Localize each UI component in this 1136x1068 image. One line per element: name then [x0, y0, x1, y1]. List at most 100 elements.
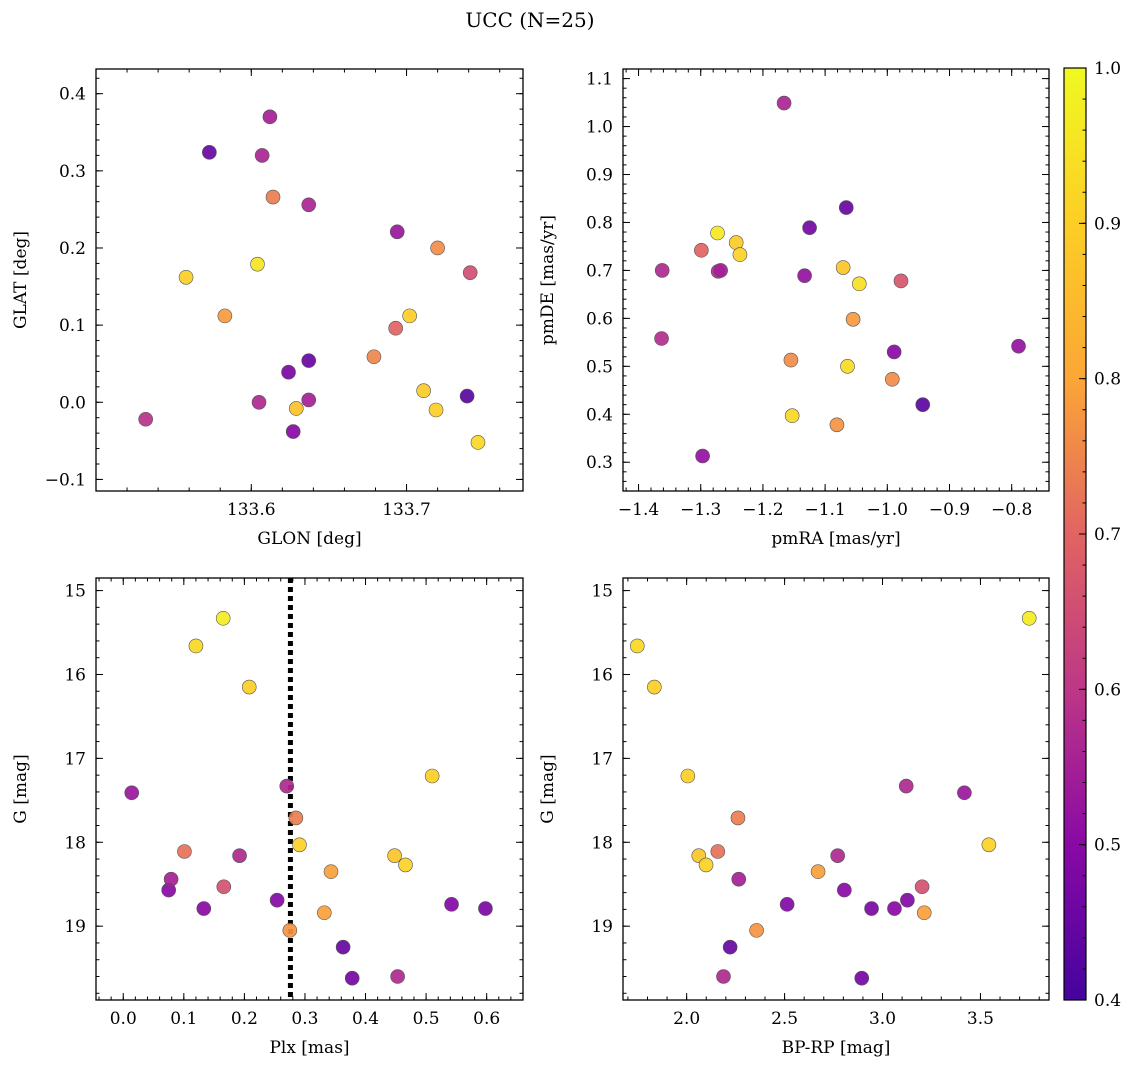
scatter-point	[269, 892, 285, 908]
scatter-point	[262, 109, 278, 125]
scatter-point	[390, 969, 405, 984]
y-tick-label: 0.9	[586, 166, 613, 186]
scatter-point	[852, 276, 867, 292]
y-tick-label: 1.0	[586, 118, 613, 138]
x-tick-label: −1.2	[742, 500, 783, 520]
x-tick-label: 2.5	[771, 1009, 798, 1029]
y-tick-label: 0.7	[586, 261, 613, 281]
y-axis-label: G [mag]	[538, 754, 558, 823]
x-axis-label: pmRA [mas/yr]	[771, 529, 900, 549]
scatter-point	[710, 844, 726, 859]
scatter-point	[163, 871, 179, 887]
x-tick-label: 0.6	[473, 1009, 500, 1029]
scatter-point	[898, 778, 914, 794]
panel-4: 2.0 2.5 3.0 3.5 15 16 17 18 19 BP-RP [mag] G [mag]	[538, 577, 1050, 1058]
scatter-point	[478, 901, 493, 916]
scatter-point	[680, 768, 696, 784]
x-tick-label: 133.6	[227, 500, 276, 520]
colorbar-tick-label: 0.7	[1094, 525, 1121, 545]
scatter-point	[854, 970, 870, 986]
scatter-point	[430, 240, 445, 256]
scatter-point	[301, 197, 317, 213]
scatter-point	[694, 242, 709, 258]
y-tick-label: 0.8	[586, 213, 613, 233]
colorbar-tick-label: 0.6	[1094, 680, 1121, 700]
scatter-point	[317, 905, 332, 921]
scatter-point	[730, 810, 746, 826]
scatter-point	[402, 308, 417, 324]
scatter-point	[981, 837, 997, 853]
colorbar-tick-label: 0.5	[1094, 836, 1121, 856]
scatter-point	[188, 638, 204, 654]
colorbar-tick-label: 0.8	[1094, 370, 1121, 390]
scatter-point	[301, 392, 317, 408]
scatter-point	[884, 371, 900, 387]
scatter-point	[335, 939, 351, 955]
scatter-point	[344, 970, 360, 986]
y-axis-label: pmDE [mas/yr]	[538, 215, 558, 345]
scatter-point	[124, 785, 140, 801]
scatter-point	[914, 879, 930, 895]
scatter-point	[470, 435, 486, 450]
scatter-point	[241, 679, 257, 695]
axes-frame	[622, 577, 1050, 1001]
y-axis-label: G [mag]	[11, 754, 31, 823]
colorbar: 0.4 0.5 0.6 0.7 0.8 0.9 1.0	[1063, 59, 1121, 1011]
scatter-point	[654, 331, 669, 346]
scatter-point	[710, 225, 725, 241]
scatter-point	[196, 901, 212, 916]
x-tick-label: 2.0	[673, 1009, 700, 1029]
x-tick-label: 3.0	[869, 1009, 896, 1029]
y-tick-label: 0.4	[586, 405, 613, 425]
scatter-point	[301, 353, 317, 368]
scatter-point	[1021, 610, 1037, 626]
scatter-point	[424, 768, 440, 784]
scatter-point	[444, 897, 459, 912]
scatter-point	[215, 610, 231, 626]
y-tick-label: 0.5	[586, 357, 613, 377]
scatter-point	[323, 864, 339, 879]
scatter-point	[829, 417, 845, 433]
scatter-point	[265, 189, 281, 205]
figure-title: UCC (N=25)	[465, 8, 594, 32]
scatter-point	[783, 352, 799, 368]
scatter-point	[784, 408, 800, 424]
y-tick-label: 16	[591, 665, 613, 685]
scatter-point	[837, 882, 852, 898]
scatter-point	[366, 349, 382, 365]
y-tick-label: 18	[64, 833, 86, 853]
scatter-point	[232, 848, 247, 863]
y-tick-label: 0.0	[59, 393, 86, 413]
scatter-point	[732, 247, 748, 262]
scatter-point	[138, 411, 153, 427]
y-tick-label: −0.1	[45, 470, 86, 490]
scatter-point	[695, 448, 710, 464]
y-tick-label: 0.1	[59, 316, 86, 336]
colorbar-tick-label: 0.9	[1094, 214, 1121, 234]
scatter-point	[288, 810, 304, 826]
x-tick-label: 133.7	[382, 500, 431, 520]
scatter-point	[731, 871, 747, 887]
scatter-point	[900, 892, 915, 908]
scatter-point	[292, 837, 307, 853]
scatter-point	[802, 220, 817, 236]
scatter-point	[893, 273, 909, 289]
y-tick-label: 0.2	[59, 239, 86, 259]
x-tick-label: 0.5	[413, 1009, 440, 1029]
y-tick-label: 1.1	[586, 70, 613, 90]
y-tick-label: 15	[64, 582, 86, 602]
y-tick-label: 0.3	[59, 162, 86, 182]
scatter-point	[957, 785, 972, 801]
scatter-point	[282, 923, 298, 938]
x-axis-label: Plx [mas]	[269, 1038, 349, 1058]
x-tick-label: 0.1	[170, 1009, 197, 1029]
panel-1: 133.6 133.7 −0.1 0.0 0.1 0.2 0.3 0.4 GLON [deg] G…	[11, 68, 524, 549]
x-axis-label: GLON [deg]	[257, 529, 361, 549]
x-tick-label: 0.0	[110, 1009, 137, 1029]
scatter-point	[178, 269, 194, 285]
scatter-point	[840, 359, 855, 374]
scatter-point	[779, 897, 795, 912]
scatter-point	[749, 923, 764, 938]
scatter-point	[830, 848, 845, 863]
